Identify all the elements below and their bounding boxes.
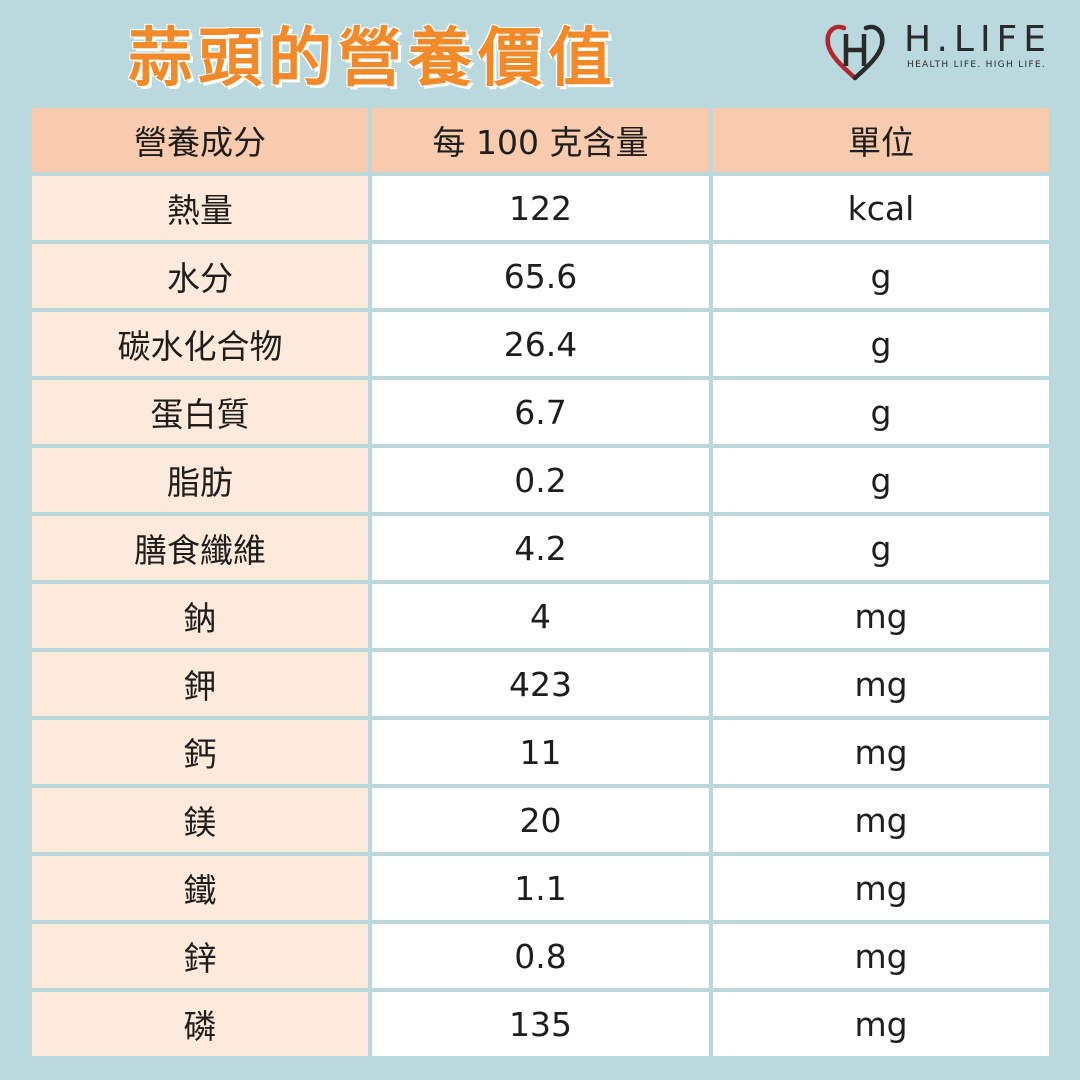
nutrient-unit: g (713, 380, 1049, 444)
nutrient-amount: 0.8 (372, 924, 709, 988)
nutrient-name: 碳水化合物 (32, 312, 368, 376)
nutrient-amount: 4 (372, 584, 709, 648)
nutrient-name: 膳食纖維 (32, 516, 368, 580)
nutrient-name: 磷 (32, 992, 368, 1056)
heart-h-logo-icon (825, 24, 885, 81)
nutrient-unit: g (713, 516, 1049, 580)
nutrient-amount: 423 (372, 652, 709, 716)
nutrient-name: 鈣 (32, 720, 368, 784)
nutrient-name: 鋅 (32, 924, 368, 988)
nutrient-amount: 122 (372, 176, 709, 240)
nutrient-amount: 135 (372, 992, 709, 1056)
nutrient-amount: 1.1 (372, 856, 709, 920)
nutrient-name: 鐵 (32, 856, 368, 920)
nutrient-name: 水分 (32, 244, 368, 308)
nutrient-unit: mg (713, 856, 1049, 920)
nutrition-table: 營養成分 每 100 克含量 單位 熱量 122 kcal 水分 65.6 g … (32, 108, 1049, 1056)
nutrient-amount: 26.4 (372, 312, 709, 376)
nutrient-unit: mg (713, 992, 1049, 1056)
nutrient-amount: 6.7 (372, 380, 709, 444)
nutrient-unit: mg (713, 720, 1049, 784)
nutrient-unit: g (713, 244, 1049, 308)
nutrient-amount: 65.6 (372, 244, 709, 308)
nutrient-unit: g (713, 448, 1049, 512)
header-amount: 每 100 克含量 (372, 108, 709, 172)
header-unit: 單位 (713, 108, 1049, 172)
nutrient-unit: mg (713, 924, 1049, 988)
nutrient-name: 熱量 (32, 176, 368, 240)
header-nutrient: 營養成分 (32, 108, 368, 172)
nutrient-unit: mg (713, 652, 1049, 716)
page-title: 蒜頭的營養價值 (128, 22, 618, 96)
nutrient-unit: g (713, 312, 1049, 376)
nutrient-name: 鎂 (32, 788, 368, 852)
nutrient-amount: 4.2 (372, 516, 709, 580)
nutrient-name: 鉀 (32, 652, 368, 716)
nutrient-name: 蛋白質 (32, 380, 368, 444)
nutrient-name: 鈉 (32, 584, 368, 648)
nutrient-unit: mg (713, 788, 1049, 852)
nutrient-amount: 11 (372, 720, 709, 784)
nutrient-amount: 0.2 (372, 448, 709, 512)
brand-logo: H.LIFE HEALTH LIFE. HIGH LIFE. (822, 18, 1062, 81)
nutrient-name: 脂肪 (32, 448, 368, 512)
nutrient-unit: kcal (713, 176, 1049, 240)
nutrient-amount: 20 (372, 788, 709, 852)
brand-tagline: HEALTH LIFE. HIGH LIFE. (907, 60, 1047, 70)
nutrient-unit: mg (713, 584, 1049, 648)
brand-name: H.LIFE (904, 19, 1053, 60)
